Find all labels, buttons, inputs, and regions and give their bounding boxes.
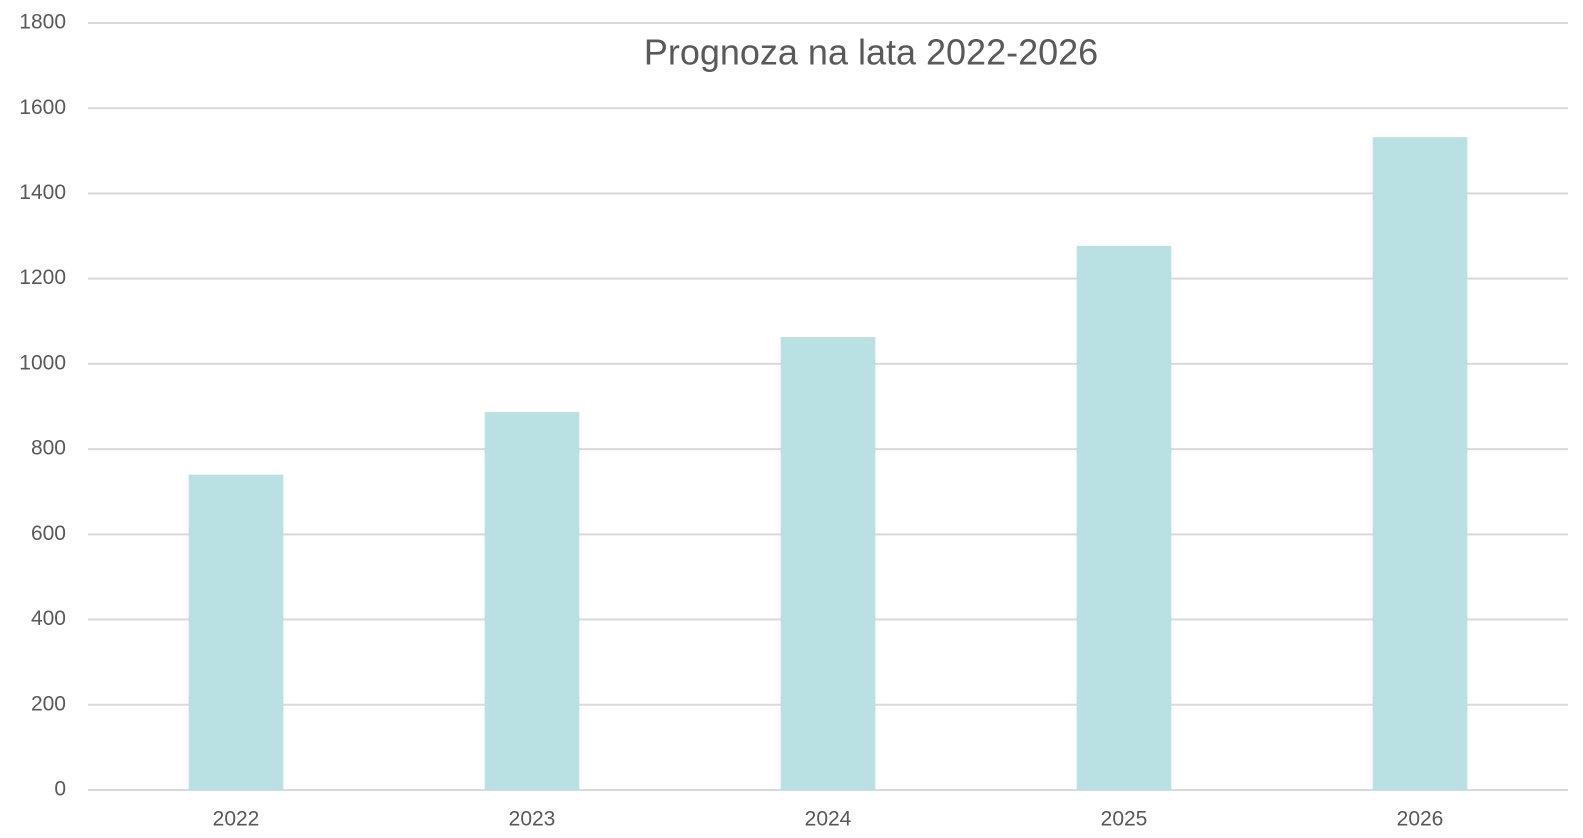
x-tick-label: 2023 bbox=[509, 808, 556, 831]
bar bbox=[188, 474, 284, 790]
y-tick-label: 1800 bbox=[19, 11, 66, 34]
y-tick-label: 400 bbox=[31, 607, 66, 630]
x-tick-label: 2022 bbox=[213, 808, 260, 831]
chart-title: Prognoza na lata 2022-2026 bbox=[644, 32, 1098, 73]
y-tick-label: 0 bbox=[54, 778, 66, 801]
bar bbox=[1372, 137, 1468, 791]
x-tick-label: 2024 bbox=[805, 808, 852, 831]
bar bbox=[780, 337, 876, 790]
bar bbox=[484, 412, 580, 790]
y-tick-label: 200 bbox=[31, 692, 66, 715]
y-tick-label: 600 bbox=[31, 522, 66, 545]
x-tick-label: 2025 bbox=[1101, 808, 1148, 831]
y-tick-label: 1400 bbox=[19, 181, 66, 204]
y-tick-label: 1200 bbox=[19, 266, 66, 289]
y-tick-label: 800 bbox=[31, 437, 66, 460]
bar bbox=[1076, 245, 1172, 791]
y-tick-label: 1000 bbox=[19, 351, 66, 374]
x-tick-label: 2026 bbox=[1397, 808, 1444, 831]
y-tick-label: 1600 bbox=[19, 96, 66, 119]
